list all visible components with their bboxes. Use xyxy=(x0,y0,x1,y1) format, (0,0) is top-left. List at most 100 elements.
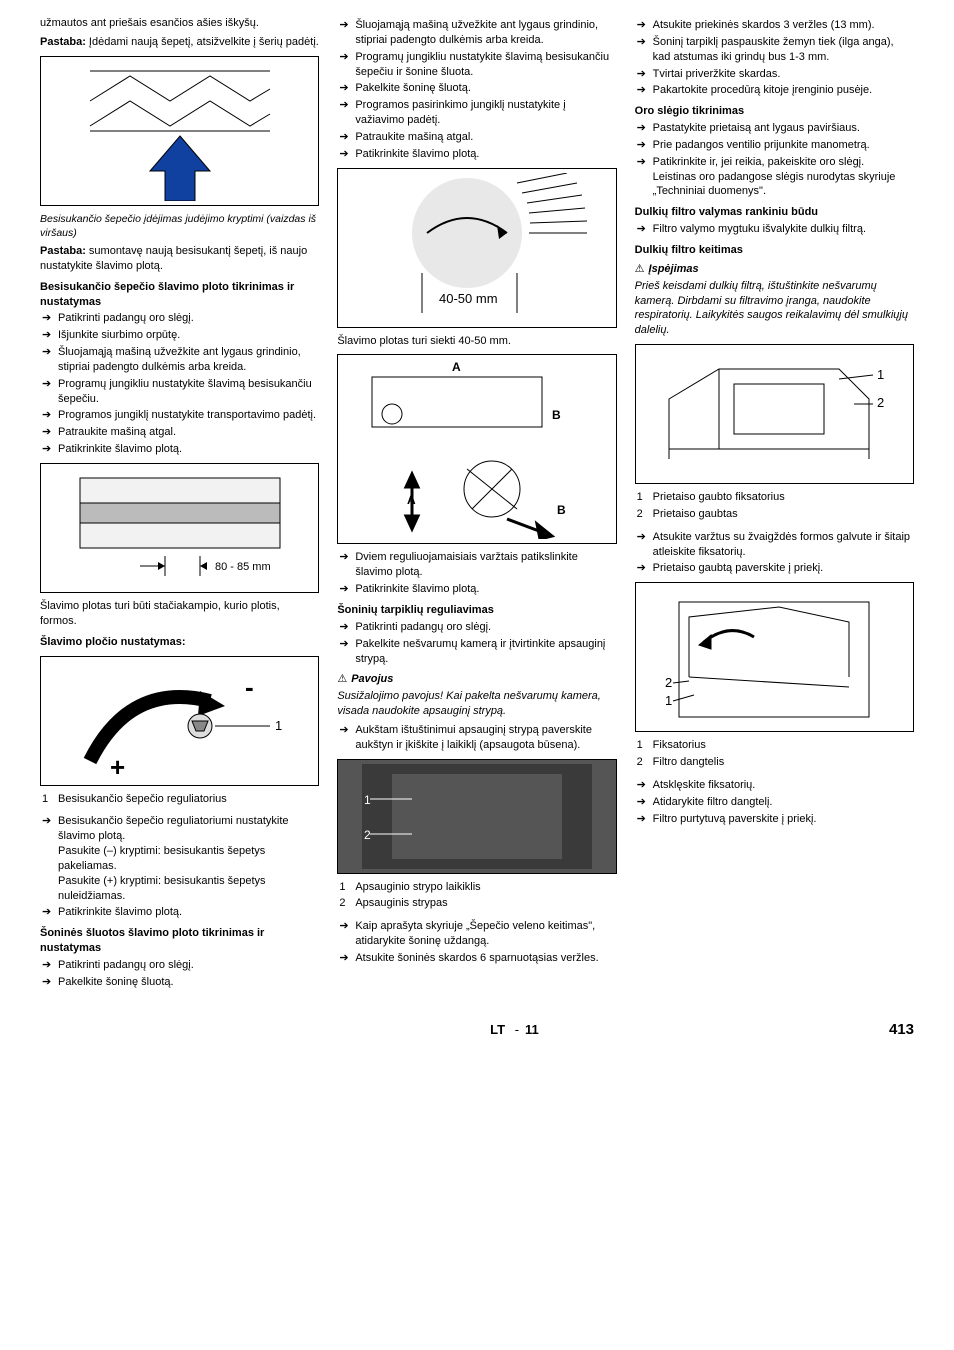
list-item: Filtro valymo mygtuku išvalykite dulkių … xyxy=(635,222,914,237)
note-2-label: Pastaba: xyxy=(40,245,86,257)
list-col3-top: Atsukite priekinės skardos 3 veržles (13… xyxy=(635,18,914,98)
footer-center: LT -11 xyxy=(490,1021,539,1039)
list-air-pressure: Pastatykite prietaisą ant lygaus pavirši… xyxy=(635,121,914,199)
list-item: Patikrinti padangų oro slėgį. xyxy=(40,311,319,326)
num-item: 1Fiksatorius xyxy=(635,738,914,753)
figure-2-caption: Šlavimo plotas turi būti stačiakampio, k… xyxy=(40,599,319,629)
svg-text:B: B xyxy=(557,503,566,517)
num-item: 2Filtro dangtelis xyxy=(635,755,914,770)
num-item: 1Besisukančio šepečio reguliatorius xyxy=(40,792,319,807)
brush-direction-svg xyxy=(80,61,280,201)
list-item: Patikrinkite šlavimo plotą. xyxy=(40,442,319,457)
side-brush-area-svg: 40-50 mm xyxy=(367,173,587,323)
figure-side-brush-area: 40-50 mm xyxy=(337,168,616,328)
num-item: 1Apsauginio strypo laikiklis xyxy=(337,880,616,895)
figure-hood: 1 2 xyxy=(635,344,914,484)
list-item: Programų jungikliu nustatykite šlavimą b… xyxy=(337,50,616,80)
num-item: 2Prietaiso gaubtas xyxy=(635,507,914,522)
list-col2-top: Šluojamąją mašiną užvežkite ant lygaus g… xyxy=(337,18,616,162)
list-item: Programos jungiklį nustatykite transport… xyxy=(40,408,319,423)
note-1-text: Įdėdami naują šepetį, atsižvelkite į šer… xyxy=(86,36,319,48)
list-regulator-adjust: Besisukančio šepečio reguliatoriumi nust… xyxy=(40,814,319,920)
figure-brush-direction xyxy=(40,56,319,206)
heading-filter-change: Dulkių filtro keitimas xyxy=(635,243,914,258)
fig-40-50-text: 40-50 mm xyxy=(439,291,498,306)
hood-svg: 1 2 xyxy=(659,349,889,479)
list-item: Patikrinkite šlavimo plotą. xyxy=(337,582,616,597)
note-2: Pastaba: sumontavę naują besisukantį šep… xyxy=(40,244,319,274)
intro-text: užmautos ant priešais esančios ašies išk… xyxy=(40,16,319,31)
list-item: Patraukite mašiną atgal. xyxy=(40,425,319,440)
heading-side-spacer: Šoninių tarpiklių reguliavimas xyxy=(337,603,616,618)
heading-width-setting: Šlavimo pločio nustatymas: xyxy=(40,635,319,650)
svg-text:2: 2 xyxy=(364,828,371,842)
footer-page-number: 413 xyxy=(889,1020,914,1040)
adjust-screws-svg: A B A B xyxy=(362,359,592,539)
list-safety-strut: Aukštam ištuštinimui apsauginį strypą pa… xyxy=(337,723,616,753)
list-item: Atsklęskite fiksatorių. xyxy=(635,778,914,793)
num-item: 1Prietaiso gaubto fiksatorius xyxy=(635,490,914,505)
svg-text:1: 1 xyxy=(665,693,672,708)
warning-ispejimas: Įspėjimas xyxy=(635,262,914,277)
figure-1-caption: Besisukančio šepečio įdėjimas judėjimo k… xyxy=(40,212,319,240)
list-item: Programos pasirinkimo jungiklį nustatyki… xyxy=(337,98,616,128)
column-1: užmautos ant priešais esančios ašies išk… xyxy=(40,16,319,996)
list-item: Prietaiso gaubtą paverskite į priekį. xyxy=(635,561,914,576)
list-brush-check: Patikrinti padangų oro slėgį. Išjunkite … xyxy=(40,311,319,457)
figure-adjust-screws: A B A B xyxy=(337,354,616,544)
list-item: Patikrinti padangų oro slėgį. xyxy=(40,958,319,973)
list-item: Filtro purtytuvą paverskite į priekį. xyxy=(635,812,914,827)
list-item: Tvirtai priveržkite skardas. xyxy=(635,67,914,82)
list-item: Patraukite mašiną atgal. xyxy=(337,130,616,145)
list-item: Dviem reguliuojamaisiais varžtais patiks… xyxy=(337,550,616,580)
figure-regulator: - + 1 xyxy=(40,656,319,786)
list-item: Aukštam ištuštinimui apsauginį strypą pa… xyxy=(337,723,616,753)
list-item: Pakelkite šoninę šluotą. xyxy=(337,81,616,96)
heading-side-brush: Šoninės šluotos šlavimo ploto tikrinimas… xyxy=(40,926,319,956)
list-item: Besisukančio šepečio reguliatoriumi nust… xyxy=(40,814,319,903)
list-item: Programų jungikliu nustatykite šlavimą b… xyxy=(40,377,319,407)
note-1: Pastaba: Įdėdami naują šepetį, atsižvelk… xyxy=(40,35,319,50)
numlist-hood: 1Prietaiso gaubto fiksatorius 2Prietaiso… xyxy=(635,490,914,522)
list-item: Patikrinkite ir, jei reikia, pakeiskite … xyxy=(635,155,914,200)
note-1-label: Pastaba: xyxy=(40,36,86,48)
svg-text:2: 2 xyxy=(877,395,884,410)
sweep-width-svg: 80 - 85 mm xyxy=(70,468,290,588)
svg-text:+: + xyxy=(110,752,125,781)
warning-pavojus: Pavojus xyxy=(337,672,616,687)
list-item: Išjunkite siurbimo orpūtę. xyxy=(40,328,319,343)
column-2: Šluojamąją mašiną užvežkite ant lygaus g… xyxy=(337,16,616,996)
list-item: Patikrinti padangų oro slėgį. xyxy=(337,620,616,635)
figure-safety-strut-photo: 1 2 xyxy=(337,759,616,874)
list-item: Atsukite varžtus su žvaigždės formos gal… xyxy=(635,530,914,560)
list-item: Atidarykite filtro dangtelį. xyxy=(635,795,914,810)
list-hood-release: Atsukite varžtus su žvaigždės formos gal… xyxy=(635,530,914,577)
list-item: Pakartokite procedūrą kitoje įrenginio p… xyxy=(635,83,914,98)
heading-air-pressure: Oro slėgio tikrinimas xyxy=(635,104,914,119)
list-manual-clean: Filtro valymo mygtuku išvalykite dulkių … xyxy=(635,222,914,237)
list-item: Pastatykite prietaisą ant lygaus pavirši… xyxy=(635,121,914,136)
figure-sweep-width: 80 - 85 mm xyxy=(40,463,319,593)
list-filter-steps: Atsklęskite fiksatorių. Atidarykite filt… xyxy=(635,778,914,827)
svg-text:1: 1 xyxy=(877,367,884,382)
list-item: Atsukite priekinės skardos 3 veržles (13… xyxy=(635,18,914,33)
list-item: Šluojamąją mašiną užvežkite ant lygaus g… xyxy=(337,18,616,48)
list-side-cover: Kaip aprašyta skyriuje „Šepečio veleno k… xyxy=(337,919,616,966)
numlist-regulator: 1Besisukančio šepečio reguliatorius xyxy=(40,792,319,807)
fig2-dim-text: 80 - 85 mm xyxy=(215,561,271,573)
filter-cover-svg: 2 1 xyxy=(659,587,889,727)
list-item: Kaip aprašyta skyriuje „Šepečio veleno k… xyxy=(337,919,616,949)
regulator-svg: - + 1 xyxy=(70,661,290,781)
figure-filter-cover: 2 1 xyxy=(635,582,914,732)
list-item: Šluojamąją mašiną užvežkite ant lygaus g… xyxy=(40,345,319,375)
heading-brush-check: Besisukančio šepečio šlavimo ploto tikri… xyxy=(40,280,319,310)
warning-ispejimas-text: Prieš keisdami dulkių filtrą, ištuštinki… xyxy=(635,279,914,338)
num-item: 2Apsauginis strypas xyxy=(337,896,616,911)
list-item: Atsukite šoninės skardos 6 sparnuotąsias… xyxy=(337,951,616,966)
svg-text:1: 1 xyxy=(275,718,282,733)
heading-manual-clean: Dulkių filtro valymas rankiniu būdu xyxy=(635,205,914,220)
svg-text:B: B xyxy=(552,408,561,422)
safety-strut-svg: 1 2 xyxy=(362,764,592,869)
numlist-strut: 1Apsauginio strypo laikiklis 2Apsauginis… xyxy=(337,880,616,912)
svg-text:A: A xyxy=(452,360,461,374)
